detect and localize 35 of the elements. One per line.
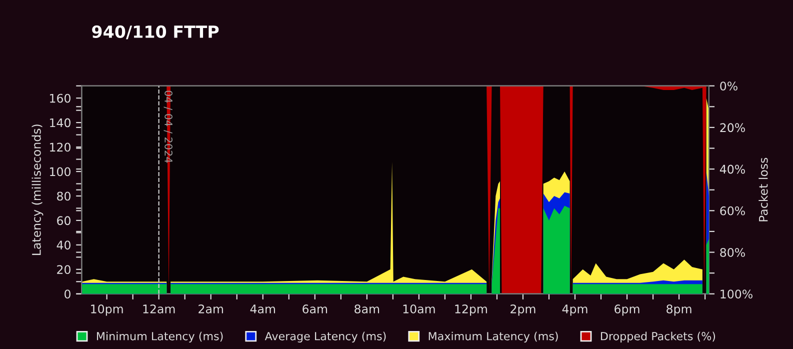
ref-line-label: 04 / 04 / 2024 bbox=[164, 90, 172, 163]
y2-tick-label: 60% bbox=[720, 206, 745, 216]
y2-tick-label: 40% bbox=[720, 164, 745, 174]
x-tick-label: 2pm bbox=[510, 304, 536, 316]
x-tick-label: 10pm bbox=[91, 304, 123, 316]
legend-label: Maximum Latency (ms) bbox=[428, 332, 558, 342]
y-tick-label: 120 bbox=[50, 142, 70, 152]
y-tick-label: 20 bbox=[57, 265, 70, 274]
y2-tick-label: 20% bbox=[720, 123, 745, 132]
x-tick-label: 8pm bbox=[666, 304, 692, 316]
y2-tick-label: 100% bbox=[720, 290, 752, 299]
legend-label: Dropped Packets (%) bbox=[600, 332, 716, 342]
legend-label: Minimum Latency (ms) bbox=[96, 332, 223, 342]
y2-axis-title: Packet loss bbox=[758, 158, 768, 222]
x-tick-label: 2am bbox=[198, 304, 223, 314]
y-tick-label: 100 bbox=[50, 167, 70, 176]
x-tick-label: 6am bbox=[302, 304, 328, 314]
x-tick-label: 8am bbox=[354, 304, 380, 314]
legend-label: Average Latency (ms) bbox=[264, 332, 386, 342]
y-tick-label: 40 bbox=[56, 240, 70, 250]
y-axis-title: Latency (milliseconds) bbox=[32, 124, 44, 255]
y-tick-label: 60 bbox=[57, 216, 70, 226]
y-tick-label: 140 bbox=[50, 118, 70, 128]
y-tick-label: 0 bbox=[64, 290, 70, 299]
y-tick-label: 80 bbox=[57, 192, 70, 201]
chart-title: 940/110 FTTP bbox=[92, 25, 219, 40]
x-tick-label: 4am bbox=[250, 304, 275, 314]
y2-tick-label: 0% bbox=[720, 82, 738, 91]
x-tick-label: 12pm bbox=[455, 304, 487, 316]
y-tick-label: 160 bbox=[50, 94, 70, 103]
x-tick-label: 10am bbox=[403, 304, 435, 314]
x-tick-label: 4pm bbox=[562, 304, 588, 316]
x-tick-label: 6pm bbox=[614, 304, 640, 316]
x-tick-label: 12am bbox=[143, 304, 175, 314]
y2-tick-label: 80% bbox=[720, 248, 745, 257]
